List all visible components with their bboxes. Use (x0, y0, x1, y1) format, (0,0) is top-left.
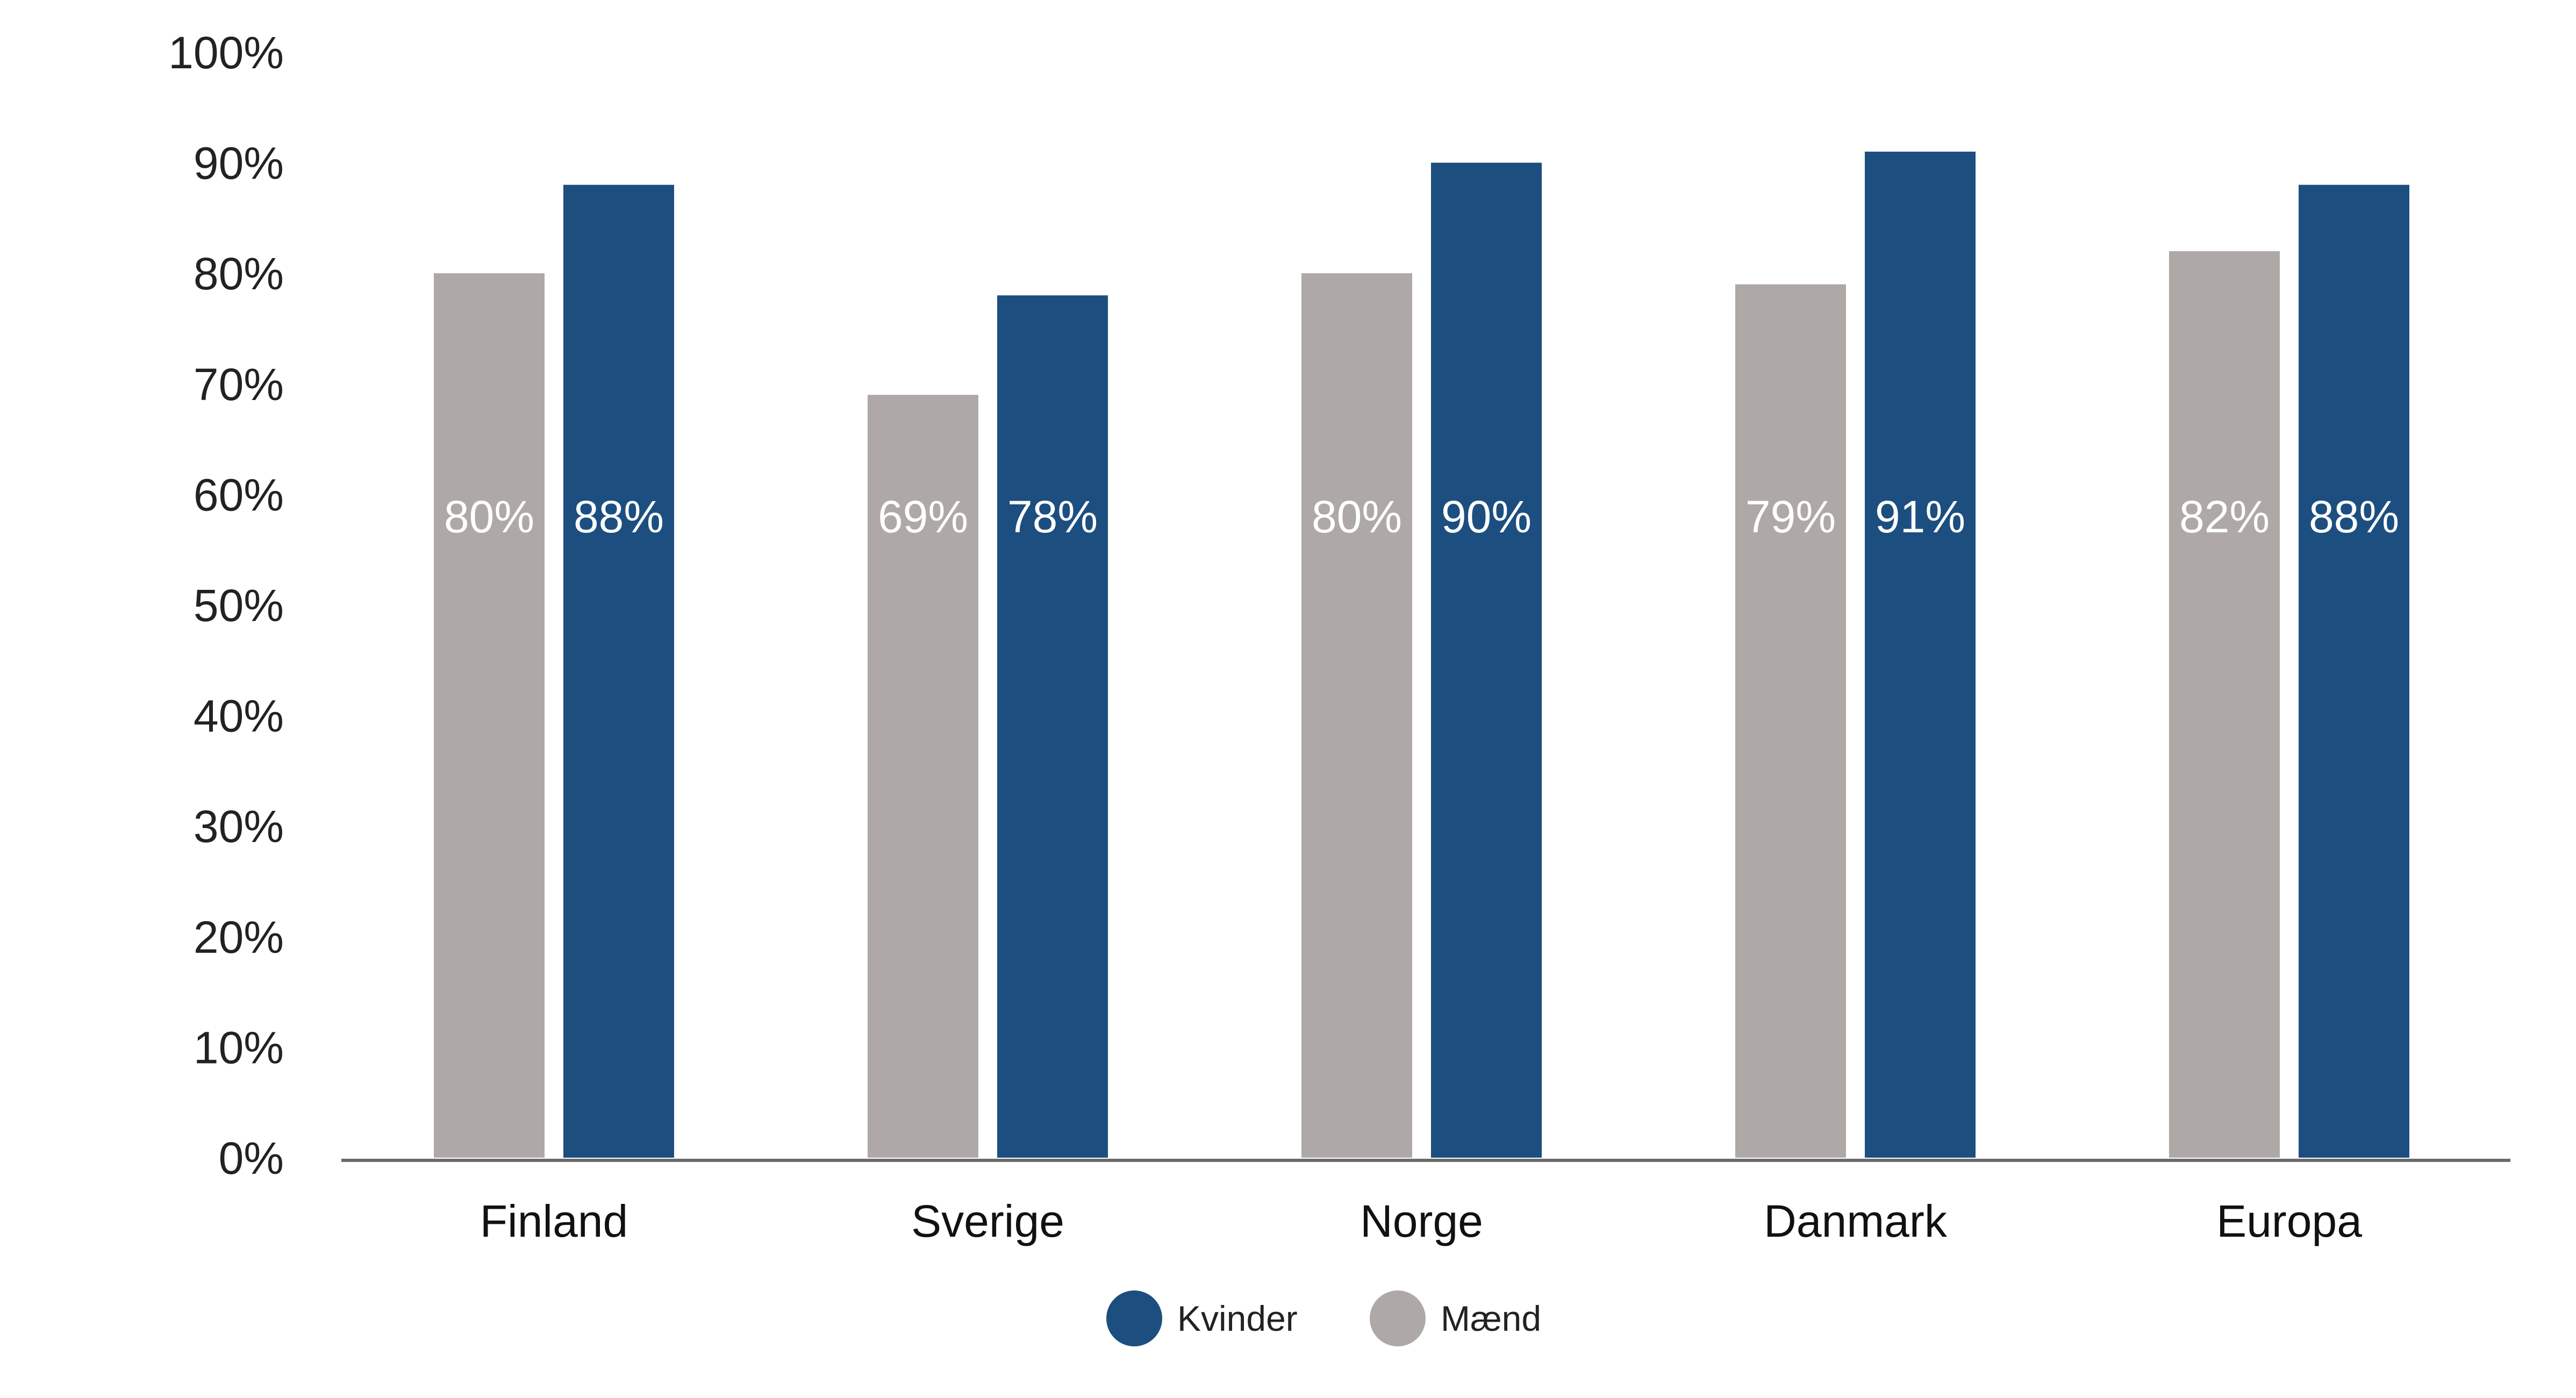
bar-kvinder-finland (563, 184, 674, 1158)
bar-kvinder-danmark (1865, 152, 1976, 1158)
x-tick-label-sverige: Sverige (911, 1196, 1064, 1246)
y-tick-label-9: 90% (194, 138, 284, 189)
bar-label-kvinder-danmark: 91% (1875, 491, 1965, 542)
legend-label-kvinder: Kvinder (1177, 1299, 1298, 1338)
legend: Kvinder Mænd (1106, 1290, 1541, 1346)
bar-m-nd-norge (1301, 273, 1412, 1158)
bar-m-nd-danmark (1735, 284, 1846, 1158)
legend-swatch-kvinder (1106, 1290, 1162, 1346)
legend-label-m-nd: Mænd (1441, 1299, 1541, 1338)
bar-label-m-nd-sverige: 69% (878, 491, 968, 542)
bar-labels: 80% 88% 69% 78% 80% 90% 79% 91% 82% 88% (444, 491, 2399, 542)
y-tick-label-5: 50% (194, 580, 284, 631)
bar-m-nd-finland (434, 273, 545, 1158)
bar-label-m-nd-norge: 80% (1312, 491, 1402, 542)
bar-label-m-nd-danmark: 79% (1745, 491, 1836, 542)
x-tick-label-finland: Finland (480, 1196, 628, 1246)
y-axis: 0% 10% 20% 30% 40% 50% 60% 70% 80% 90% 100% (168, 27, 284, 1183)
bar-label-kvinder-finland: 88% (574, 491, 664, 542)
y-tick-label-6: 60% (194, 469, 284, 520)
y-tick-label-10: 100% (168, 27, 284, 78)
x-tick-label-danmark: Danmark (1764, 1196, 1948, 1246)
legend-swatch-m-nd (1370, 1290, 1426, 1346)
bar-kvinder-norge (1431, 162, 1542, 1158)
bar-m-nd-sverige (868, 395, 978, 1158)
bars (434, 152, 2409, 1158)
x-tick-label-europa: Europa (2216, 1196, 2362, 1246)
y-tick-label-3: 30% (194, 801, 284, 852)
y-tick-label-1: 10% (194, 1022, 284, 1073)
bar-label-m-nd-europa: 82% (2179, 491, 2270, 542)
x-axis: Finland Sverige Norge Danmark Europa (480, 1196, 2362, 1246)
y-tick-label-7: 70% (194, 359, 284, 410)
y-tick-label-8: 80% (194, 248, 284, 299)
bar-m-nd-europa (2169, 251, 2280, 1158)
bar-kvinder-sverige (997, 295, 1108, 1158)
bar-label-kvinder-sverige: 78% (1007, 491, 1098, 542)
bar-kvinder-europa (2299, 184, 2409, 1158)
bar-label-m-nd-finland: 80% (444, 491, 534, 542)
bar-label-kvinder-norge: 90% (1441, 491, 1532, 542)
y-tick-label-4: 40% (194, 691, 284, 741)
y-tick-label-2: 20% (194, 912, 284, 962)
x-tick-label-norge: Norge (1360, 1196, 1483, 1246)
y-tick-label-0: 0% (219, 1133, 284, 1183)
bar-label-kvinder-europa: 88% (2309, 491, 2399, 542)
